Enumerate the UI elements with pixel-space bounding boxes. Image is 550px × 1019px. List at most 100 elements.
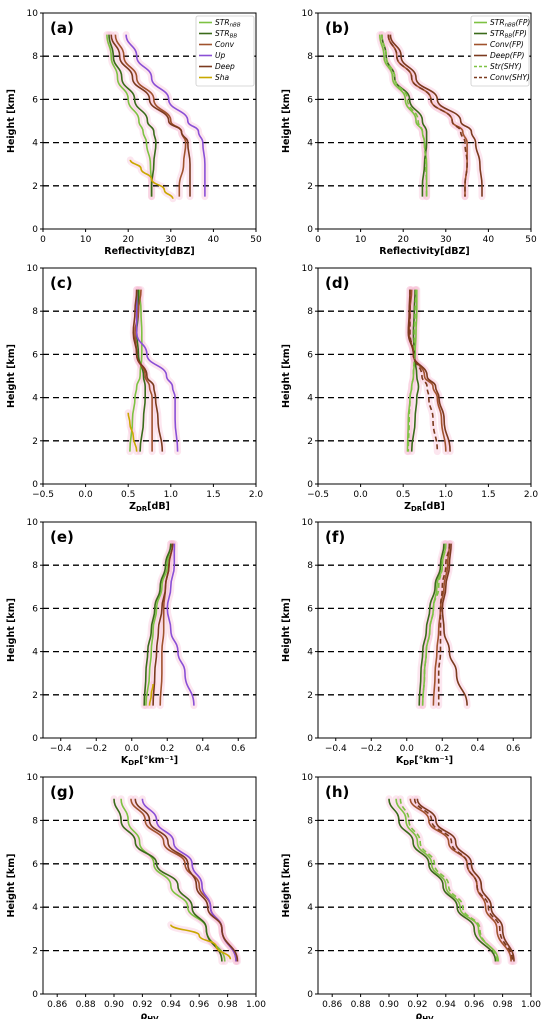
x-tick-label: −0.4 [50,744,72,754]
series-group [127,289,179,452]
panel-c: 0 2 4 6 8 10 −0.5 0.0 0.5 1.0 1.5 2.0 Height [km] ZDR… [6,264,263,513]
x-tick-label: 0.0 [125,744,140,754]
x-axis-label: KDP[°km⁻¹] [121,755,178,767]
y-axis-label: Height [km] [6,344,17,408]
y-tick-label: 8 [32,561,38,571]
x-tick-label: 40 [483,235,495,245]
y-tick-label: 6 [32,95,38,105]
series-line-strbb [143,543,172,706]
series-line-sha [170,924,232,960]
legend-label-sub: BB [505,34,513,40]
legend-label-main: STR [490,29,505,38]
series-line-strnbb [106,34,153,197]
y-tick-label: 0 [307,225,313,235]
x-tick-label: 0.2 [435,744,449,754]
x-tick-label: 0.92 [407,1000,427,1010]
y-axis-label: Height [km] [281,854,292,918]
legend-entry: Conv(FP) [490,40,524,49]
series-line-convshy [413,798,514,962]
y-tick-label: 10 [27,9,39,19]
y-axis-label: Height [km] [281,89,292,153]
legend-label-main: Conv(SHY) [490,73,530,82]
x-axis-label: ρHV [415,1011,434,1019]
series-group [418,543,468,706]
x-tick-label: 0.4 [196,744,211,754]
legend-label-main: Conv [215,40,235,49]
y-tick-label: 4 [307,648,313,658]
x-tick-label: 10 [355,235,367,245]
legend-label-main: Sha [215,73,230,82]
x-tick-label: 1.5 [206,490,220,500]
x-tick-label: 50 [250,235,262,245]
series-line-deep [110,34,191,197]
x-tick-label: 0.5 [121,490,135,500]
y-tick-label: 2 [32,437,38,447]
legend-label-main: Up [215,51,225,60]
panel-h: 0 2 4 6 8 10 0.86 0.88 0.90 0.92 0.94 0.96 0.98 1.00 H… [281,773,541,1019]
x-tick-label: −0.2 [85,744,107,754]
y-tick-label: 2 [307,691,313,701]
panel-a: 0 2 4 6 8 10 0 10 20 30 40 50 Height [km] Reflectivit… [6,9,262,257]
x-tick-label: 0.6 [506,744,521,754]
plot-frame [317,521,532,739]
series-line-strbbfp [418,543,445,706]
x-tick-label: 1.5 [481,490,495,500]
plot-frame [42,267,257,485]
x-axis-label-sub: DR [411,505,423,513]
x-tick-label: 20 [397,235,409,245]
plot-frame [317,12,532,230]
series-line-strshy [421,543,447,706]
y-tick-label: 4 [32,903,38,913]
y-tick-label: 6 [32,350,38,360]
x-tick-label: 1.00 [521,1000,541,1010]
legend-label-sub: nBB [230,23,241,29]
legend-entry: STRBB [215,29,237,40]
y-tick-label: 2 [32,182,38,192]
x-tick-label: 1.00 [246,1000,266,1010]
series-group [143,543,195,706]
legend-label-sub: nBB [505,23,516,29]
legend-label-main: STR [215,29,230,38]
legend-entry: STRnBB(FP) [490,18,530,29]
series-line-strbb [113,798,223,962]
x-tick-label: 30 [165,235,177,245]
x-axis-label-unit: [°km⁻¹] [414,755,453,766]
legend-label-suffix: (FP) [510,51,525,60]
y-tick-label: 4 [32,139,38,149]
y-tick-label: 4 [307,903,313,913]
y-axis-label: Height [km] [6,854,17,918]
series-line-strnbb [145,543,172,706]
legend-entry: Sha [215,73,230,82]
x-tick-label: 0.6 [231,744,246,754]
y-tick-label: 6 [307,350,313,360]
y-axis-label: Height [km] [6,598,17,662]
series-line-deep [134,798,239,962]
x-axis-label-main: K [396,755,404,766]
legend-entry: Deep [215,62,235,71]
series-group [388,798,515,962]
y-tick-label: 8 [32,52,38,62]
x-axis-label-main: ρ [415,1011,422,1019]
x-axis-label-unit: [°km⁻¹] [139,755,178,766]
panel-label: (e) [50,528,74,546]
plot-frame [317,267,532,485]
y-tick-label: 2 [307,437,313,447]
panel-label: (c) [50,274,73,292]
panel-label: (h) [325,783,349,801]
x-tick-label: 0.92 [132,1000,152,1010]
y-tick-label: 8 [307,52,313,62]
x-tick-label: 0.98 [218,1000,238,1010]
x-tick-label: 10 [80,235,92,245]
series-group [106,34,206,199]
y-tick-label: 10 [27,264,39,274]
x-tick-label: 0.86 [322,1000,342,1010]
y-tick-label: 6 [307,95,313,105]
x-axis-label: KDP[°km⁻¹] [396,755,453,767]
x-tick-label: 0.0 [78,490,93,500]
x-tick-label: 0.90 [104,1000,124,1010]
x-axis-label-main: Z [404,501,411,512]
series-line-strshy [407,289,417,452]
series-group [406,289,451,452]
x-axis-label-main: K [121,755,129,766]
